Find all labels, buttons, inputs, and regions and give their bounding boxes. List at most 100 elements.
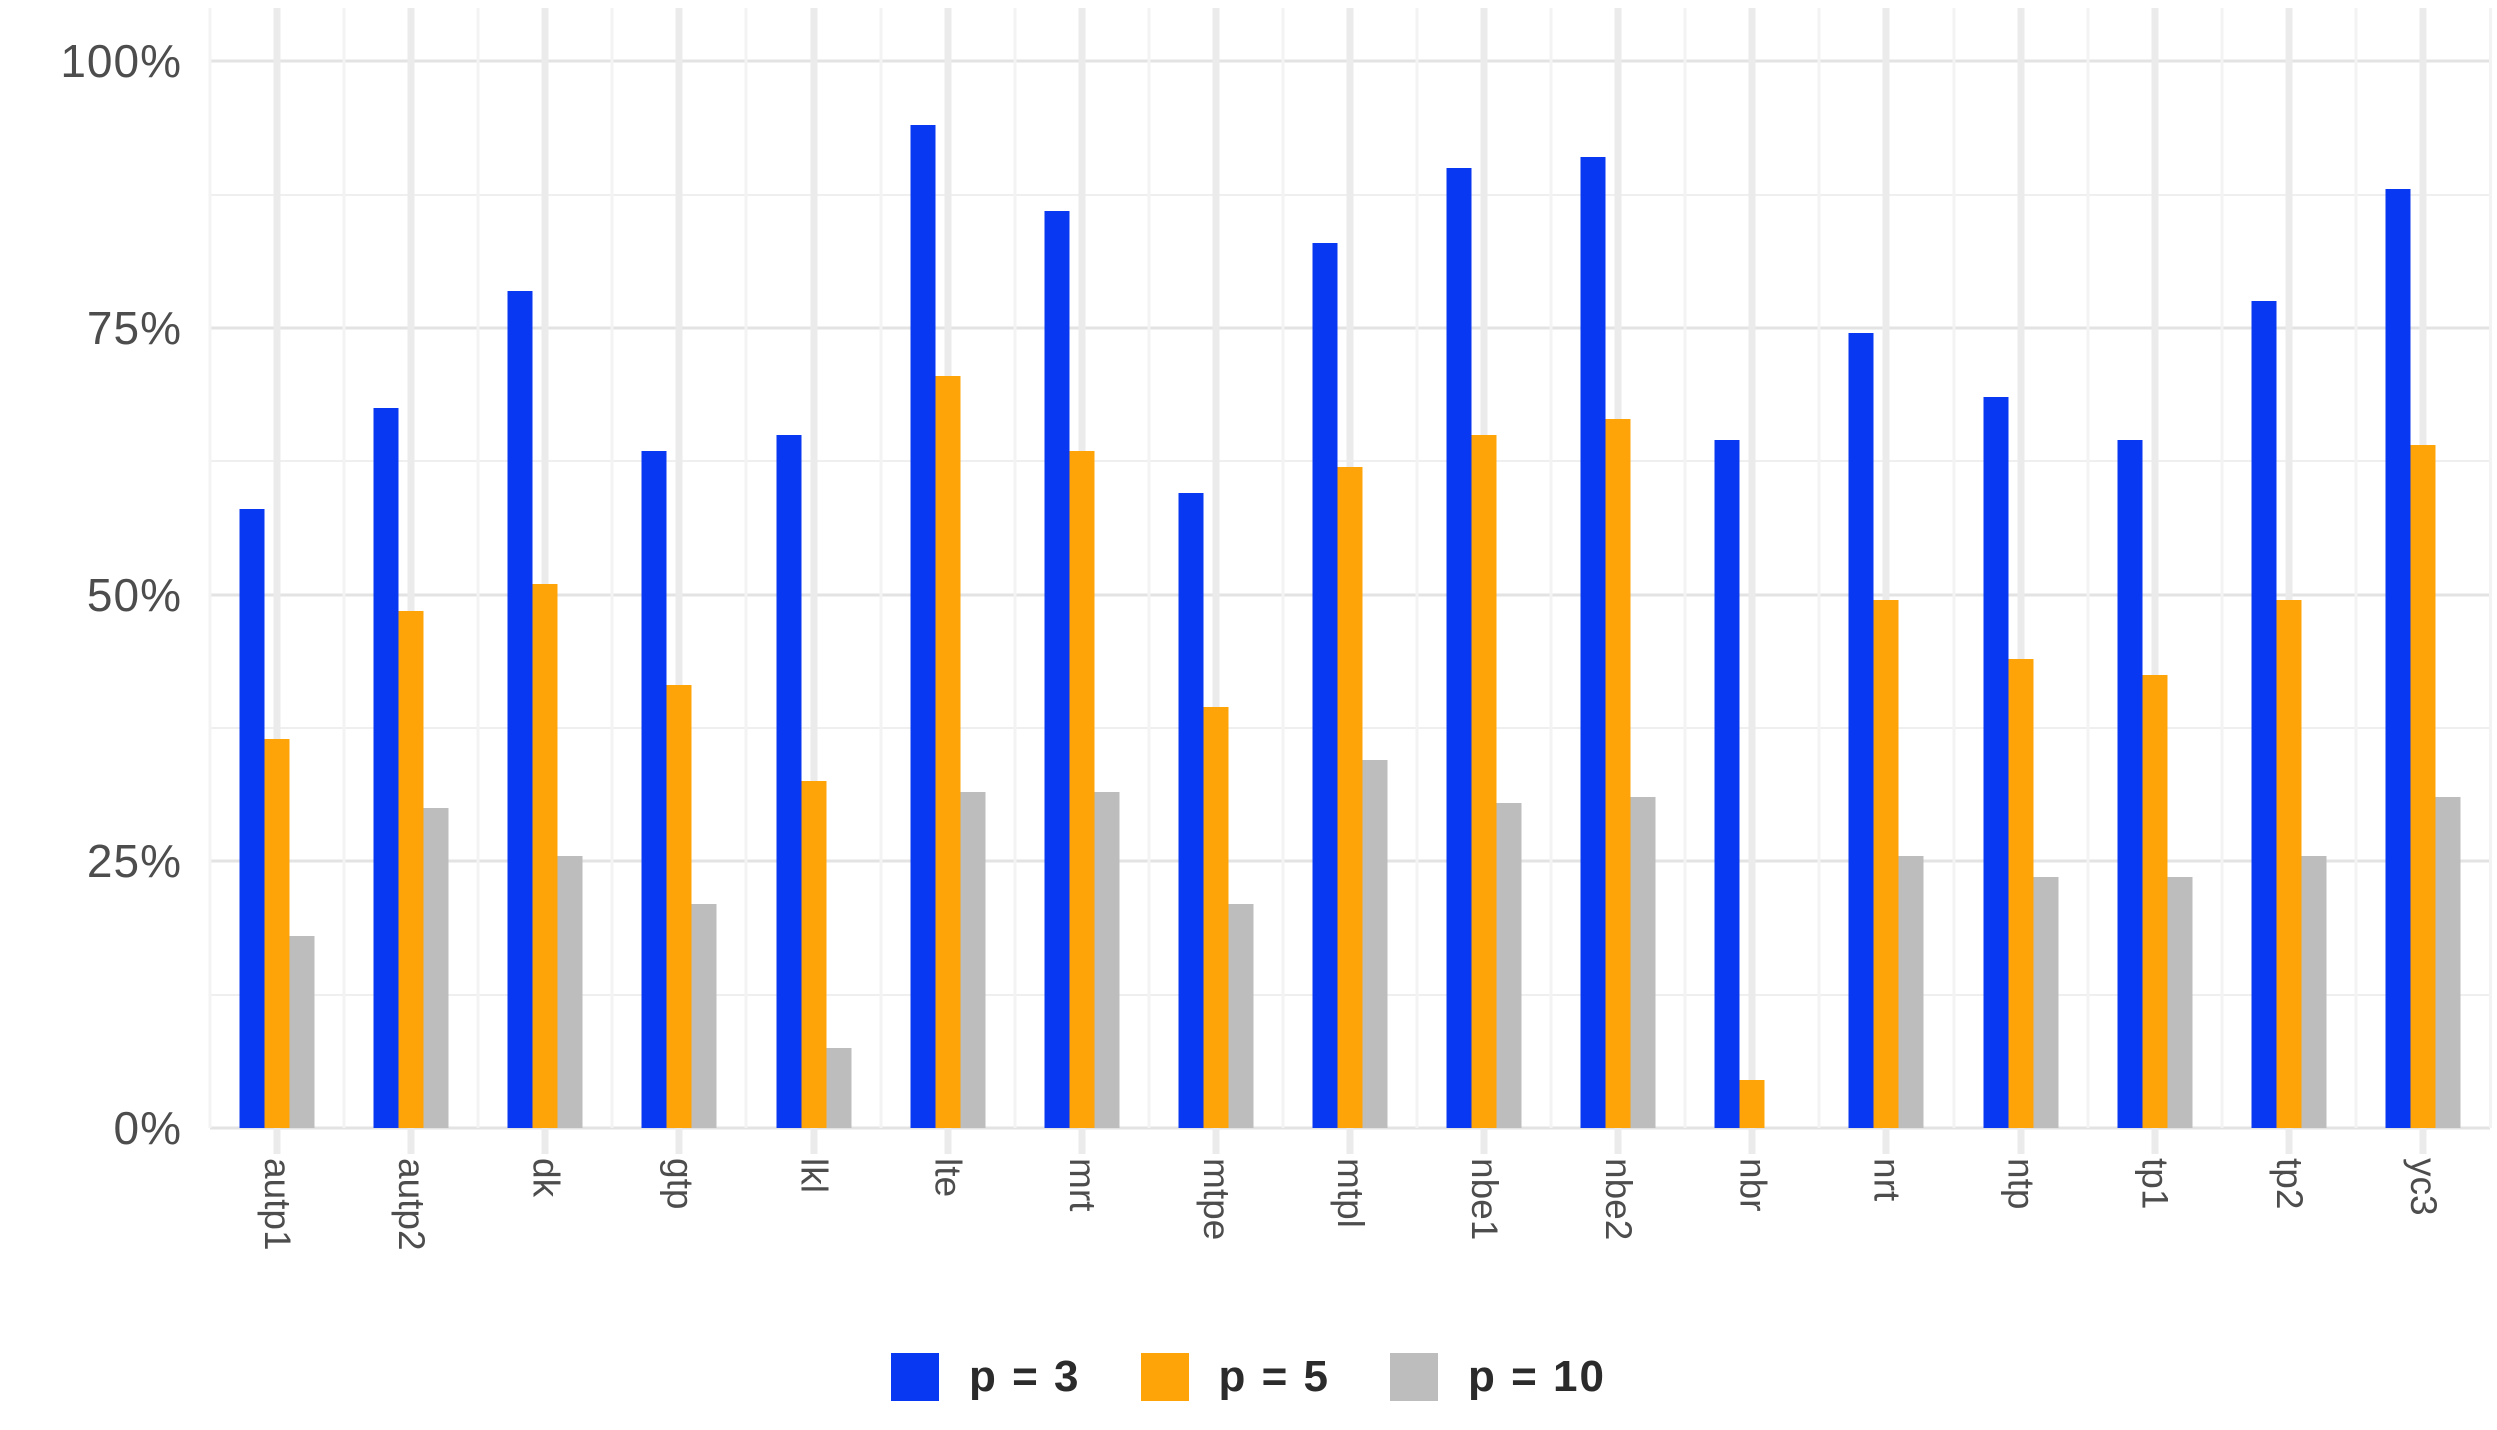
x-tick-label-mtpl: mtpl xyxy=(1330,1158,1371,1228)
bar-mtpe-series-3 xyxy=(1228,904,1254,1128)
gridline-vertical-major xyxy=(675,8,683,1154)
y-tick-label: 50% xyxy=(86,568,182,621)
gridline-vertical-minor xyxy=(1817,8,1821,1128)
bar-mtpl-series-1 xyxy=(1312,242,1338,1128)
gridline-vertical-minor xyxy=(1549,8,1553,1128)
bar-dk-series-1 xyxy=(507,290,533,1128)
x-tick-label-nrt: nrt xyxy=(1866,1158,1908,1202)
legend-swatch-icon xyxy=(1140,1353,1189,1401)
bar-yc3-series-2 xyxy=(2410,445,2436,1128)
bar-nbe1-series-1 xyxy=(1446,168,1472,1128)
bar-tp1-series-2 xyxy=(2142,674,2168,1128)
category-column xyxy=(208,8,344,1154)
bar-mrt-series-3 xyxy=(1094,792,1120,1128)
x-tick-label-autp1: autp1 xyxy=(257,1158,299,1251)
bar-lkl-series-1 xyxy=(776,434,802,1128)
gridline-vertical-minor xyxy=(2086,8,2090,1128)
bar-mrt-series-2 xyxy=(1069,450,1095,1128)
x-tick-label-nbr: nbr xyxy=(1732,1158,1774,1212)
bar-group-lkl xyxy=(776,8,852,1128)
bar-group-tp2 xyxy=(2251,8,2327,1128)
bar-autp1-series-2 xyxy=(264,738,290,1128)
gridline-vertical-minor xyxy=(342,8,346,1128)
bar-group-nbe1 xyxy=(1446,8,1522,1128)
gridline-vertical-minor xyxy=(1683,8,1687,1128)
gridline-vertical-minor xyxy=(476,8,480,1128)
bar-group-autp1 xyxy=(239,8,315,1128)
category-column xyxy=(1415,8,1551,1154)
bar-ntp-series-1 xyxy=(1983,397,2009,1128)
category-column xyxy=(2354,8,2490,1154)
bar-nbr-series-2 xyxy=(1739,1080,1765,1128)
gridline-vertical-major xyxy=(407,8,415,1154)
bar-nbe2-series-1 xyxy=(1580,157,1606,1128)
gridline-vertical-minor xyxy=(610,8,614,1128)
x-tick-label-mrt: mrt xyxy=(1061,1158,1103,1212)
legend-swatch-icon xyxy=(1390,1353,1439,1401)
category-column xyxy=(1549,8,1685,1154)
gridline-vertical-minor xyxy=(2354,8,2358,1128)
bar-group-nrt xyxy=(1848,8,1924,1128)
gridline-vertical-minor xyxy=(744,8,748,1128)
category-column xyxy=(1013,8,1149,1154)
bar-autp1-series-1 xyxy=(239,509,265,1128)
bar-tp1-series-1 xyxy=(2117,440,2143,1128)
gridline-vertical-minor xyxy=(2220,8,2224,1128)
bar-yc3-series-1 xyxy=(2385,189,2411,1128)
bar-group-mtpl xyxy=(1312,8,1388,1128)
category-column xyxy=(2220,8,2356,1154)
bar-lte-series-1 xyxy=(910,125,936,1128)
category-column xyxy=(1817,8,1953,1154)
bar-autp2-series-3 xyxy=(423,808,449,1128)
bar-nbe1-series-3 xyxy=(1496,802,1522,1128)
bar-gtp-series-3 xyxy=(691,904,717,1128)
gridline-vertical-minor xyxy=(1013,8,1017,1128)
bar-tp1-series-3 xyxy=(2167,877,2193,1128)
bar-dk-series-3 xyxy=(557,856,583,1128)
y-tick-label: 75% xyxy=(86,302,182,354)
category-column xyxy=(1952,8,2088,1154)
bar-mtpe-series-2 xyxy=(1203,706,1229,1128)
bar-tp2-series-2 xyxy=(2276,600,2302,1128)
category-column xyxy=(879,8,1015,1154)
x-tick-label-dk: dk xyxy=(525,1158,567,1198)
bar-lkl-series-2 xyxy=(801,781,827,1128)
legend-label: p = 5 xyxy=(1218,1352,1331,1401)
bar-lte-series-3 xyxy=(960,792,986,1128)
x-tick-label-tp2: tp2 xyxy=(2268,1158,2310,1210)
bar-ntp-series-3 xyxy=(2033,877,2059,1128)
legend-label: p = 3 xyxy=(969,1352,1081,1401)
legend-label: p = 10 xyxy=(1468,1352,1606,1401)
bar-group-nbe2 xyxy=(1580,8,1656,1128)
gridline-vertical-minor xyxy=(1281,8,1285,1128)
bar-ntp-series-2 xyxy=(2008,658,2034,1128)
category-column xyxy=(342,8,478,1154)
gridline-vertical-major xyxy=(273,8,281,1154)
gridline-vertical-major xyxy=(1212,8,1220,1154)
gridline-vertical-major xyxy=(1748,8,1756,1154)
x-tick-label-yc3: yc3 xyxy=(2402,1158,2444,1216)
bar-lte-series-2 xyxy=(935,376,961,1128)
bar-dk-series-2 xyxy=(532,584,558,1128)
bar-nbr-series-1 xyxy=(1714,440,1740,1128)
category-column xyxy=(744,8,880,1154)
category-column xyxy=(1147,8,1283,1154)
x-tick-label-nbe1: nbe1 xyxy=(1464,1158,1506,1241)
gridline-vertical-minor xyxy=(1952,8,1956,1128)
bar-group-lte xyxy=(910,8,986,1128)
gridline-vertical-major xyxy=(541,8,549,1154)
bar-nbe1-series-2 xyxy=(1471,434,1497,1128)
category-column xyxy=(1683,8,1819,1154)
y-tick-label: 25% xyxy=(86,835,182,888)
bar-group-nbr xyxy=(1714,8,1790,1128)
bar-autp1-series-3 xyxy=(289,936,315,1128)
x-tick-label-nbe2: nbe2 xyxy=(1598,1158,1640,1241)
gridline-vertical-major xyxy=(1882,8,1890,1154)
gridline-vertical-major xyxy=(810,8,818,1154)
bar-group-ntp xyxy=(1983,8,2059,1128)
bar-yc3-series-3 xyxy=(2435,797,2461,1128)
bar-group-yc3 xyxy=(2385,8,2461,1128)
x-tick-label-gtp: gtp xyxy=(659,1158,701,1210)
bar-gtp-series-2 xyxy=(666,685,692,1128)
bar-autp2-series-2 xyxy=(398,610,424,1128)
